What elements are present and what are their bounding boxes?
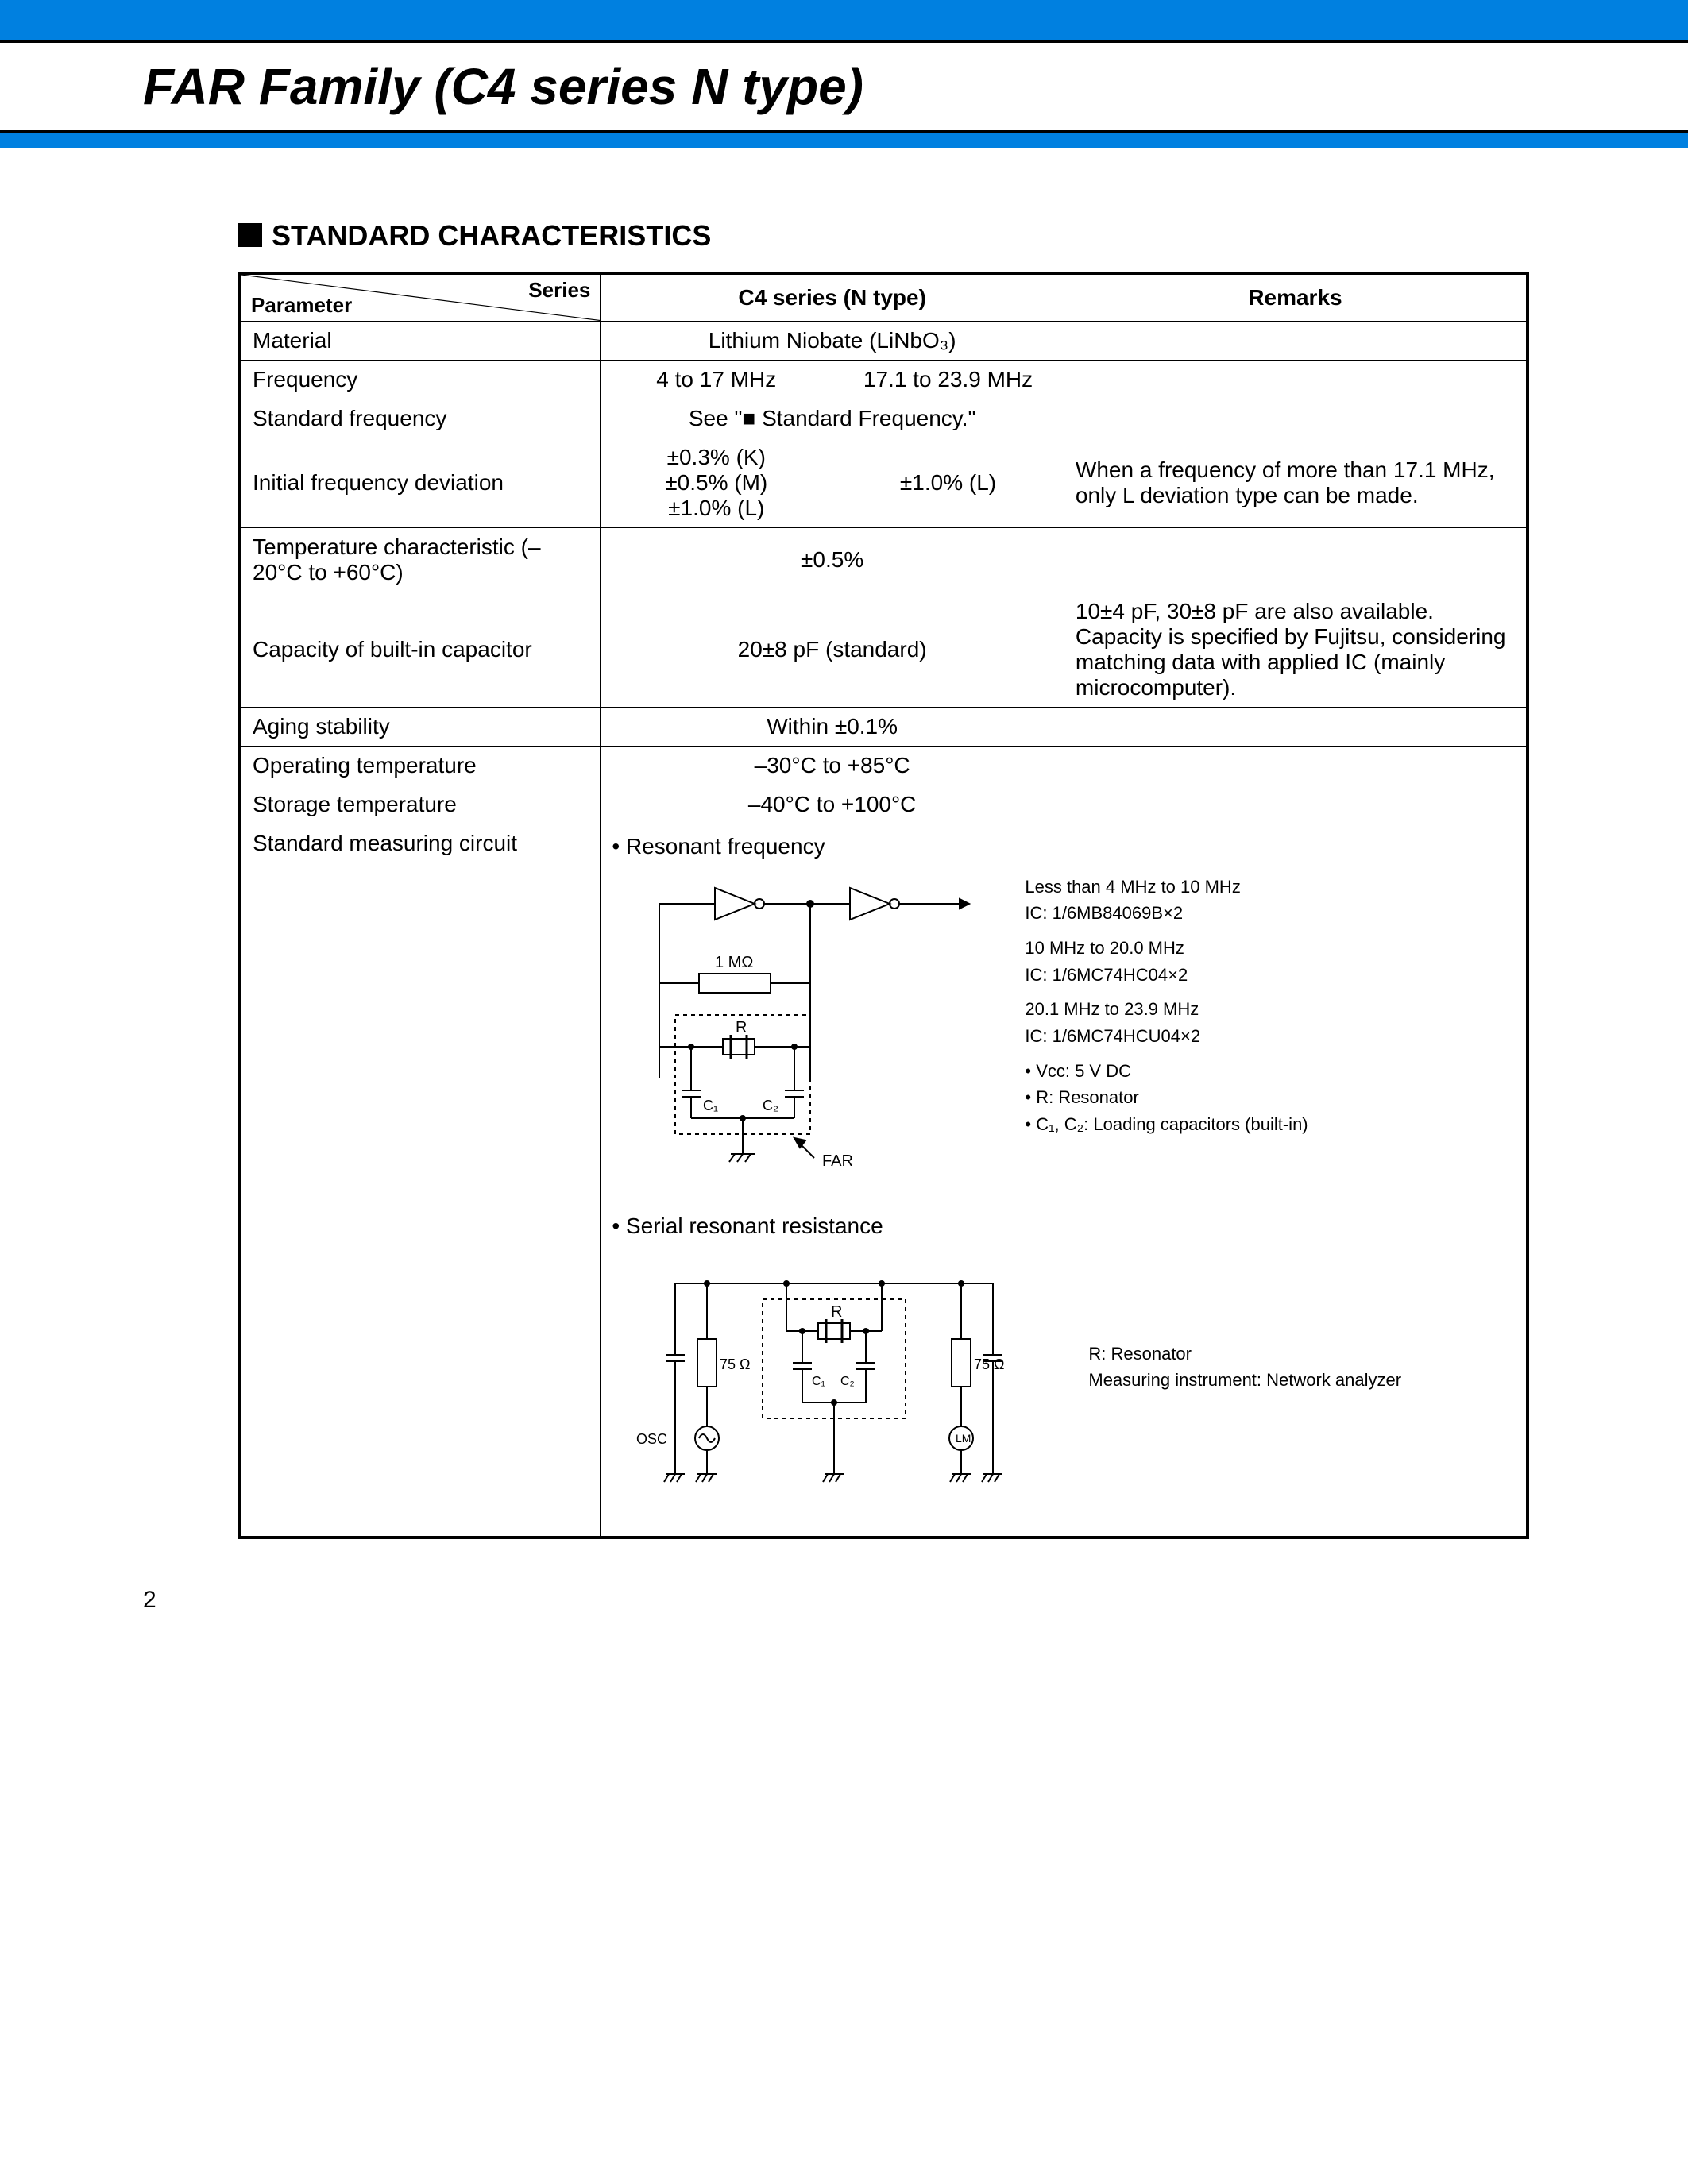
- value-cell: –30°C to +85°C: [601, 746, 1064, 785]
- param-cell: Standard measuring circuit: [240, 824, 601, 1538]
- circuit1-row: 1 MΩ R C₁ C₂ FAR Less than 4 MHz to 10 M…: [612, 872, 1515, 1190]
- circuit1-notes: Less than 4 MHz to 10 MHz IC: 1/6MB84069…: [1025, 872, 1308, 1140]
- page-footer: 2: [0, 1587, 1688, 1746]
- circuit2-notes: R: Resonator Measuring instrument: Netwo…: [1088, 1252, 1401, 1395]
- circuit2-heading: • Serial resonant resistance: [612, 1214, 1515, 1239]
- param-cell: Storage temperature: [240, 785, 601, 824]
- mohm-label: 1 MΩ: [715, 954, 753, 971]
- remarks-cell: 10±4 pF, 30±8 pF are also available. Cap…: [1064, 592, 1528, 707]
- osc-label: OSC: [636, 1431, 667, 1447]
- table-row: Standard measuring circuit • Resonant fr…: [240, 824, 1528, 1538]
- note-text: Measuring instrument: Network analyzer: [1088, 1368, 1401, 1392]
- value-cell: ±0.3% (K) ±0.5% (M) ±1.0% (L): [601, 438, 832, 527]
- table-row: Capacity of built-in capacitor 20±8 pF (…: [240, 592, 1528, 707]
- top-blue-bar: [0, 0, 1688, 40]
- c1-label: C₁: [703, 1098, 718, 1113]
- remarks-cell: [1064, 707, 1528, 746]
- note-text: IC: 1/6MC74HCU04×2: [1025, 1024, 1308, 1048]
- resonant-frequency-circuit-icon: 1 MΩ R C₁ C₂ FAR: [612, 872, 993, 1190]
- param-cell: Aging stability: [240, 707, 601, 746]
- value-cell: 17.1 to 23.9 MHz: [832, 360, 1064, 399]
- value-cell: See "■ Standard Frequency.": [601, 399, 1064, 438]
- circuit2-row: R C₁ C₂ 75 Ω 75 Ω OSC LM R: Resonator Me…: [612, 1252, 1515, 1506]
- table-row: Frequency 4 to 17 MHz 17.1 to 23.9 MHz: [240, 360, 1528, 399]
- circuit-cell: • Resonant frequency: [601, 824, 1528, 1538]
- page-number: 2: [143, 1587, 156, 1614]
- value-cell: Lithium Niobate (LiNbO₃): [601, 321, 1064, 360]
- c2-label: C₂: [840, 1375, 855, 1388]
- param-cell: Temperature characteristic (–20°C to +60…: [240, 527, 601, 592]
- note-text: IC: 1/6MC74HC04×2: [1025, 963, 1308, 987]
- remarks-cell: [1064, 360, 1528, 399]
- value-cell: –40°C to +100°C: [601, 785, 1064, 824]
- remarks-cell: When a frequency of more than 17.1 MHz, …: [1064, 438, 1528, 527]
- note-text: IC: 1/6MB84069B×2: [1025, 901, 1308, 925]
- series-label: Series: [528, 278, 590, 303]
- remarks-header: Remarks: [1064, 273, 1528, 321]
- c4-series-header: C4 series (N type): [601, 273, 1064, 321]
- remarks-cell: [1064, 399, 1528, 438]
- param-cell: Capacity of built-in capacitor: [240, 592, 601, 707]
- sub-blue-bar: [0, 133, 1688, 148]
- param-cell: Standard frequency: [240, 399, 601, 438]
- serial-resonant-circuit-icon: R C₁ C₂ 75 Ω 75 Ω OSC LM: [612, 1252, 1056, 1506]
- table-row: Material Lithium Niobate (LiNbO₃): [240, 321, 1528, 360]
- value-cell: ±1.0% (L): [832, 438, 1064, 527]
- r75-label: 75 Ω: [974, 1356, 1004, 1372]
- table-row: Temperature characteristic (–20°C to +60…: [240, 527, 1528, 592]
- page-title: FAR Family (C4 series N type): [143, 57, 1688, 116]
- param-cell: Initial frequency deviation: [240, 438, 601, 527]
- table-row: Storage temperature –40°C to +100°C: [240, 785, 1528, 824]
- remarks-cell: [1064, 321, 1528, 360]
- far-label: FAR: [822, 1152, 853, 1170]
- param-cell: Frequency: [240, 360, 601, 399]
- r-label: R: [831, 1303, 842, 1321]
- note-text: Less than 4 MHz to 10 MHz: [1025, 875, 1308, 899]
- r75-label: 75 Ω: [720, 1356, 750, 1372]
- table-row: Initial frequency deviation ±0.3% (K) ±0…: [240, 438, 1528, 527]
- note-text: • R: Resonator: [1025, 1086, 1308, 1109]
- note-text: • C₁, C₂: Loading capacitors (built-in): [1025, 1113, 1308, 1136]
- c2-label: C₂: [763, 1098, 778, 1113]
- content-area: STANDARD CHARACTERISTICS Series Paramete…: [0, 148, 1688, 1587]
- square-bullet-icon: [238, 223, 262, 247]
- parameter-label: Parameter: [251, 293, 352, 318]
- param-cell: Material: [240, 321, 601, 360]
- lm-label: LM: [956, 1432, 971, 1445]
- note-text: 10 MHz to 20.0 MHz: [1025, 936, 1308, 960]
- remarks-cell: [1064, 746, 1528, 785]
- value-cell: 20±8 pF (standard): [601, 592, 1064, 707]
- value-cell: ±0.5%: [601, 527, 1064, 592]
- table-row: Standard frequency See "■ Standard Frequ…: [240, 399, 1528, 438]
- remarks-cell: [1064, 785, 1528, 824]
- circuit1-heading: • Resonant frequency: [612, 834, 1515, 859]
- section-title-text: STANDARD CHARACTERISTICS: [272, 219, 711, 252]
- table-header-row: Series Parameter C4 series (N type) Rema…: [240, 273, 1528, 321]
- diagonal-header-cell: Series Parameter: [240, 273, 601, 321]
- c1-label: C₁: [812, 1375, 825, 1388]
- characteristics-table: Series Parameter C4 series (N type) Rema…: [238, 272, 1529, 1539]
- table-row: Aging stability Within ±0.1%: [240, 707, 1528, 746]
- r-label: R: [736, 1019, 747, 1036]
- remarks-cell: [1064, 527, 1528, 592]
- value-cell: Within ±0.1%: [601, 707, 1064, 746]
- section-heading: STANDARD CHARACTERISTICS: [238, 219, 1529, 253]
- param-cell: Operating temperature: [240, 746, 601, 785]
- value-cell: 4 to 17 MHz: [601, 360, 832, 399]
- table-row: Operating temperature –30°C to +85°C: [240, 746, 1528, 785]
- note-text: 20.1 MHz to 23.9 MHz: [1025, 997, 1308, 1021]
- note-text: R: Resonator: [1088, 1342, 1401, 1366]
- title-section: FAR Family (C4 series N type): [0, 43, 1688, 130]
- note-text: • Vcc: 5 V DC: [1025, 1059, 1308, 1083]
